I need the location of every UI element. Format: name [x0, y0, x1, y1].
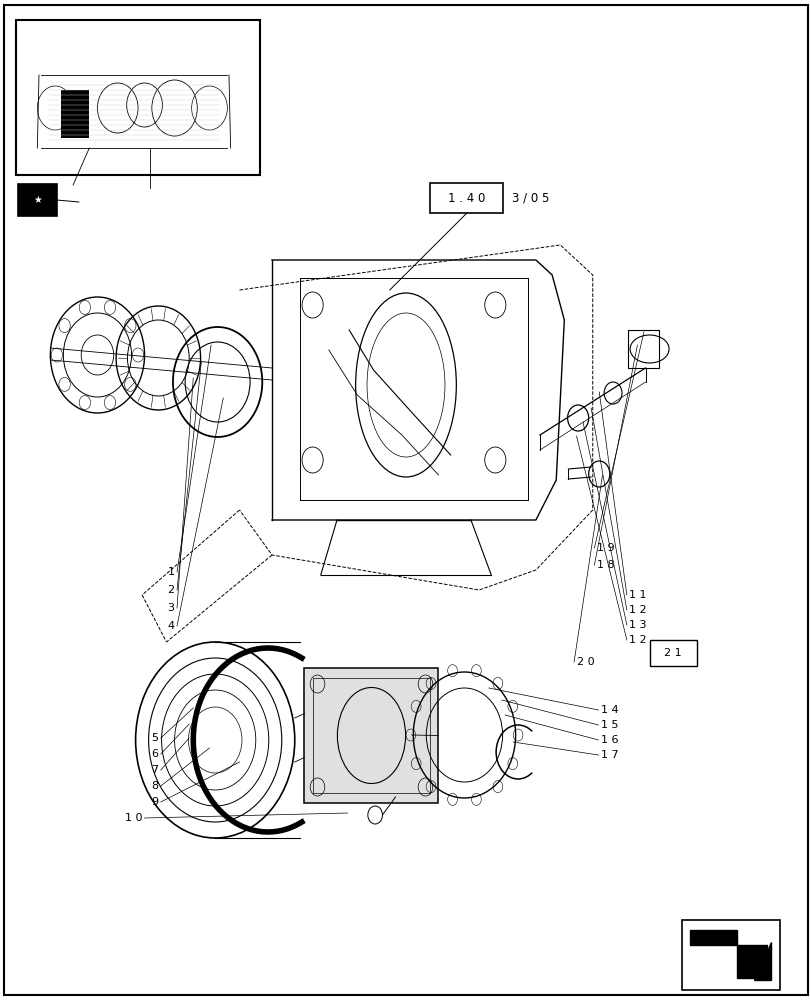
Text: 1 . 4 0: 1 . 4 0: [448, 192, 485, 205]
Text: 1 2: 1 2: [629, 605, 646, 615]
Text: 1 0: 1 0: [124, 813, 142, 823]
Text: 3 / 0 5: 3 / 0 5: [511, 192, 548, 205]
Text: 1 7: 1 7: [600, 750, 618, 760]
Text: 2 0: 2 0: [576, 657, 594, 667]
Text: 1 1: 1 1: [629, 590, 646, 600]
Text: 5: 5: [151, 733, 158, 743]
Text: 1 4: 1 4: [600, 705, 618, 715]
Bar: [304, 668, 438, 803]
Text: 1 3: 1 3: [629, 620, 646, 630]
Text: 7: 7: [151, 765, 158, 775]
Text: 9: 9: [151, 797, 158, 807]
Text: ★: ★: [33, 195, 41, 205]
Text: 1 5: 1 5: [600, 720, 618, 730]
Text: 1 6: 1 6: [600, 735, 618, 745]
Bar: [312, 678, 430, 793]
Text: 1 8: 1 8: [596, 560, 614, 570]
Bar: [430, 183, 503, 213]
Bar: [681, 920, 779, 990]
Bar: [649, 640, 696, 666]
Bar: [18, 184, 57, 216]
Polygon shape: [753, 942, 770, 980]
Text: 6: 6: [151, 749, 158, 759]
Text: 1 9: 1 9: [596, 543, 614, 553]
Text: 2 1: 2 1: [663, 648, 681, 658]
Text: 4: 4: [167, 621, 174, 631]
Bar: [627, 330, 658, 368]
Polygon shape: [689, 930, 766, 978]
Text: 3: 3: [167, 603, 174, 613]
Text: 1: 1: [167, 567, 174, 577]
Text: 2: 2: [167, 585, 174, 595]
Text: 8: 8: [151, 781, 158, 791]
Text: 1 2: 1 2: [629, 635, 646, 645]
Bar: [16, 20, 260, 175]
Bar: [61, 90, 89, 138]
